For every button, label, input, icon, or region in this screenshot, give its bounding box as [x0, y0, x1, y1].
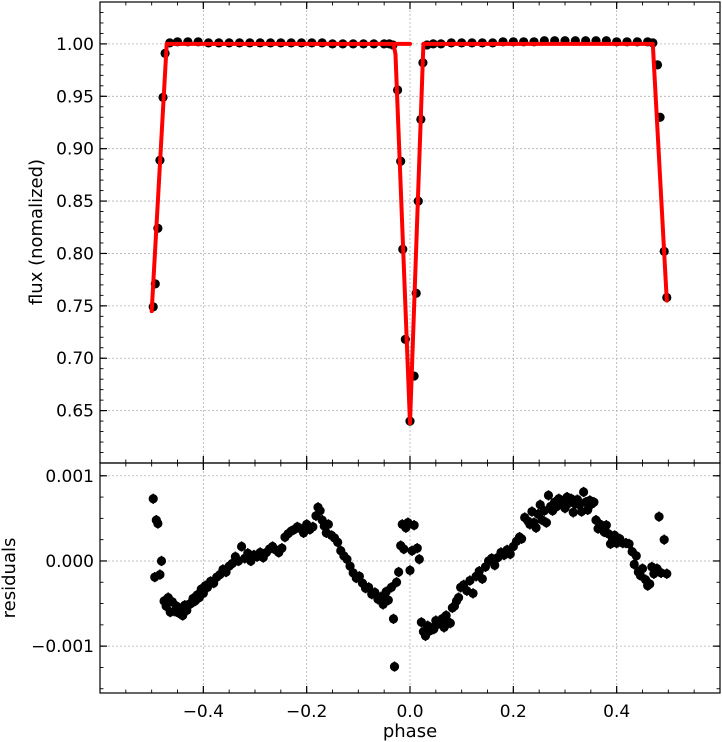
residuals-point-195	[631, 551, 641, 561]
residuals-point-177	[589, 497, 599, 507]
residuals-point-68	[323, 519, 333, 529]
residuals-point-102	[412, 543, 422, 553]
residuals-point-205	[654, 512, 664, 522]
residuals-point-207	[659, 535, 669, 545]
residuals-point-130	[477, 574, 487, 584]
flux-ytick-label-5: 0.90	[56, 140, 94, 160]
residuals-point-0	[148, 494, 158, 504]
residuals-point-101	[409, 520, 419, 530]
residuals-ytick-label-1: 0.000	[45, 552, 94, 572]
flux-ytick-label-3: 0.80	[56, 244, 94, 264]
flux-ytick-label-0: 0.65	[56, 402, 94, 422]
residuals-point-103	[414, 554, 424, 564]
residuals-point-183	[601, 520, 611, 530]
residuals-xtick-label-4: 0.4	[603, 702, 630, 722]
residuals-frame	[99, 462, 721, 694]
residuals-point-118	[445, 618, 455, 628]
residuals-xtick-label-1: −0.2	[286, 702, 327, 722]
residuals-point-3	[153, 518, 163, 529]
flux-ytick-label-1: 0.70	[56, 349, 94, 369]
residuals-point-88	[383, 595, 393, 605]
residuals-point-71	[333, 537, 343, 547]
residuals-point-61	[308, 522, 318, 532]
residuals-ytick-label-0: −0.001	[31, 637, 94, 657]
phase-axis-label: phase	[383, 721, 437, 742]
residuals-point-208	[662, 569, 672, 579]
residuals-point-122	[453, 592, 464, 603]
residuals-point-96	[399, 544, 409, 554]
residuals-point-90	[388, 614, 399, 624]
residuals-point-4	[155, 569, 165, 580]
residuals-point-149	[531, 523, 541, 533]
residuals-point-154	[541, 518, 552, 528]
residuals-point-92	[391, 577, 402, 587]
flux-ytick-label-2: 0.75	[56, 297, 94, 317]
residuals-point-134	[490, 560, 500, 570]
flux-panel: 0.65 0.70 0.75 0.80 0.85 0.90 0.95 1.00	[56, 1, 721, 464]
residuals-point-194	[629, 559, 639, 569]
residuals-point-93	[394, 567, 404, 577]
residuals-point-64	[315, 506, 325, 516]
residuals-point-143	[517, 534, 527, 544]
residuals-point-192	[624, 539, 634, 549]
residuals-point-99	[405, 565, 415, 575]
residuals-point-91	[389, 661, 400, 672]
residuals-point-38	[236, 541, 247, 552]
residuals-ytick-label-2: 0.001	[45, 467, 94, 487]
residuals-point-51	[277, 543, 287, 553]
residuals-point-198	[637, 564, 648, 574]
residuals-point-201	[645, 579, 655, 589]
flux-ytick-label-7: 1.00	[56, 35, 94, 55]
residuals-point-127	[468, 588, 478, 598]
flux-axis-label: flux (nomalized)	[26, 159, 47, 305]
residuals-point-116	[441, 610, 451, 621]
residuals-point-167	[568, 507, 578, 518]
residuals-point-155	[543, 490, 554, 500]
residuals-point-139	[505, 549, 515, 559]
residuals-panel: −0.4 −0.2 0.0 0.2 0.4 −0.001 0.000 0.001	[31, 462, 721, 722]
residuals-point-5	[156, 556, 167, 566]
residuals-point-172	[579, 487, 589, 497]
flux-ytick-label-6: 0.95	[56, 87, 94, 107]
flux-ytick-label-4: 0.85	[56, 192, 94, 212]
residuals-axis-label: residuals	[0, 538, 20, 619]
residuals-xtick-label-3: 0.2	[500, 702, 527, 722]
flux-model-line	[149, 41, 669, 426]
residuals-xtick-label-2: 0.0	[396, 702, 423, 722]
residuals-xtick-label-0: −0.4	[183, 702, 224, 722]
